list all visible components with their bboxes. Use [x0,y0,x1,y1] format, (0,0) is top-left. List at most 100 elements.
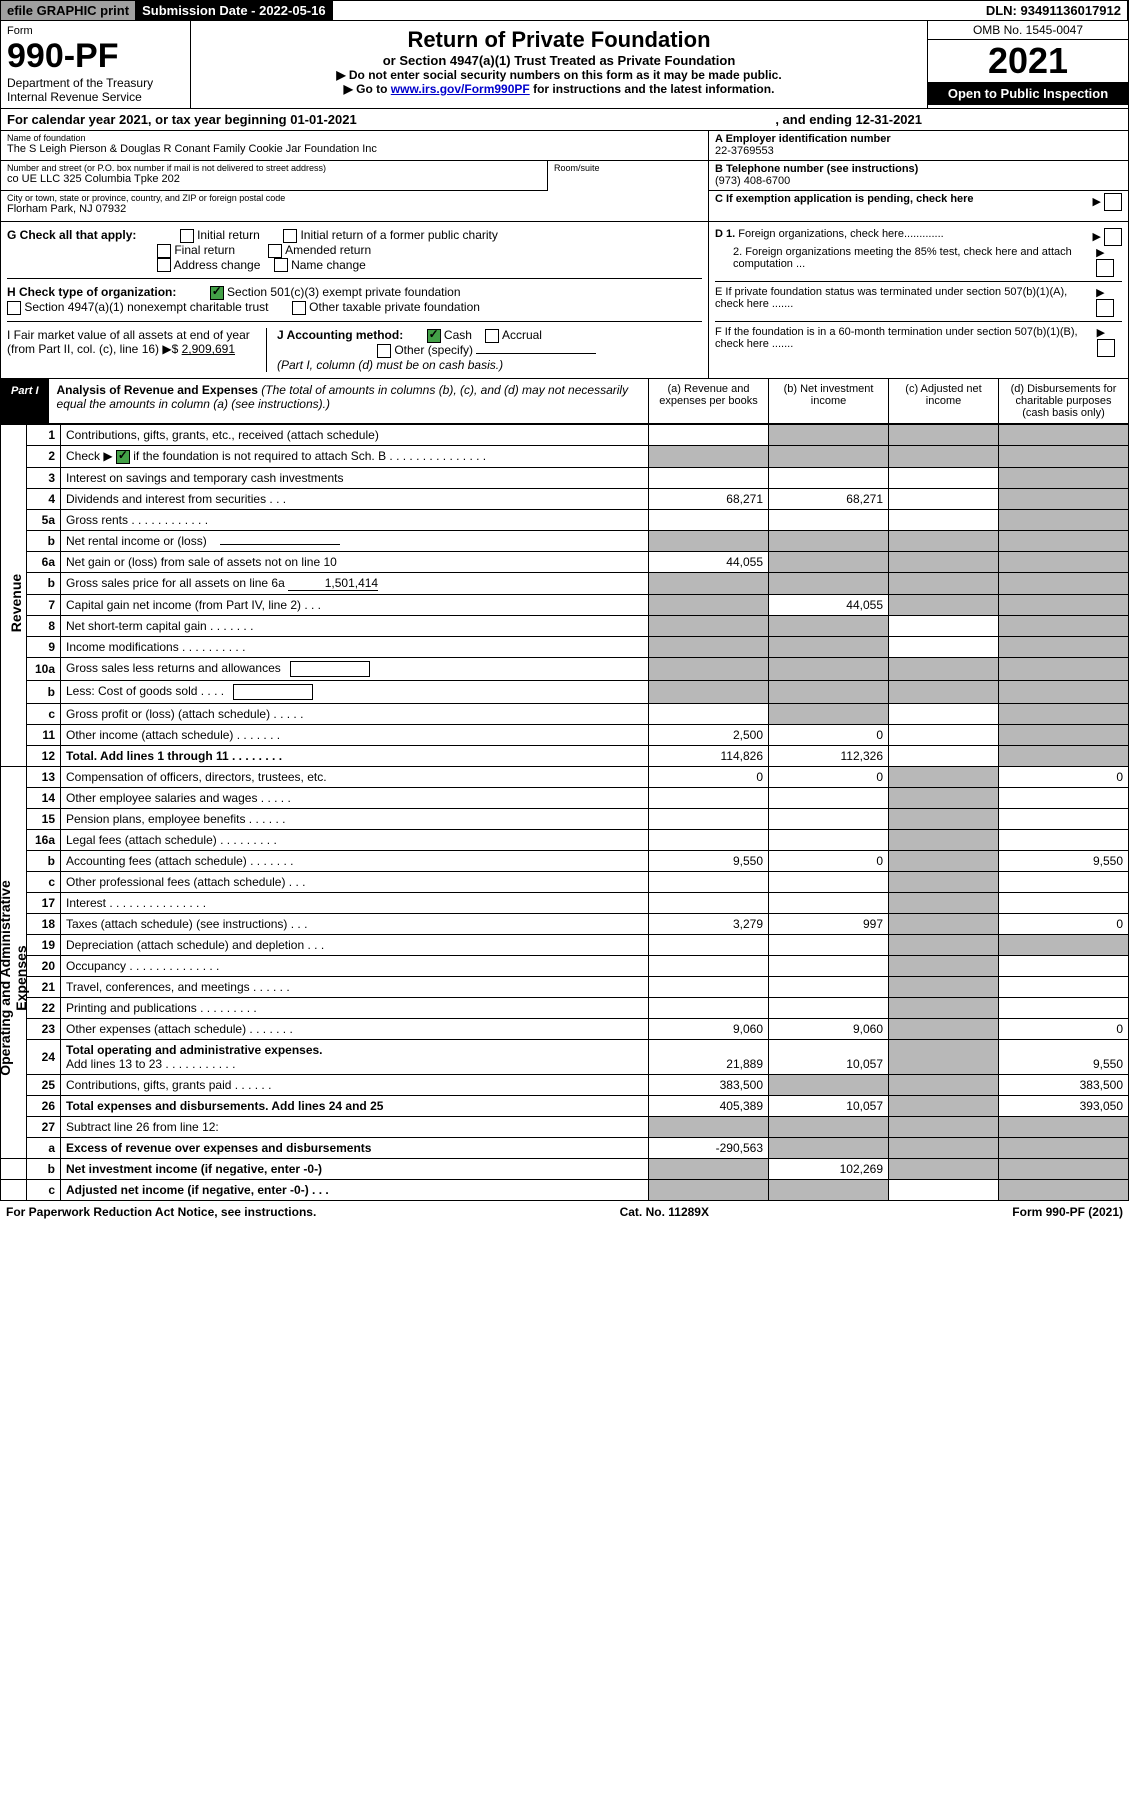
j-cb-cash[interactable] [427,329,441,343]
efile-print-btn[interactable]: efile GRAPHIC print [1,1,136,20]
form-label: Form [7,25,184,37]
r23b-v: 9,060 [769,1018,889,1039]
j-cb-other[interactable] [377,344,391,358]
r7b-v: 44,055 [769,594,889,615]
h-opt-1: Section 4947(a)(1) nonexempt charitable … [24,300,268,314]
e-row: E If private foundation status was termi… [715,286,1122,322]
r10c: Gross profit or (loss) (attach schedule)… [61,703,649,724]
table-row: 3Interest on savings and temporary cash … [1,467,1129,488]
r11b-v: 0 [769,724,889,745]
r1-desc: Contributions, gifts, grants, etc., rece… [61,424,649,445]
j-accrual: Accrual [502,328,542,342]
r15: Pension plans, employee benefits . . . .… [61,808,649,829]
g-cb-amended[interactable] [268,244,282,258]
r2-cb[interactable] [116,450,130,464]
table-row: 23Other expenses (attach schedule) . . .… [1,1018,1129,1039]
table-row: 16aLegal fees (attach schedule) . . . . … [1,829,1129,850]
r18b-v: 997 [769,913,889,934]
form-number: 990-PF [7,37,184,76]
h-lbl: H Check type of organization: [7,285,176,299]
table-row: 10aGross sales less returns and allowanc… [1,657,1129,680]
d2-cb[interactable] [1096,259,1114,277]
r13d-v: 0 [999,766,1129,787]
ein-lbl: A Employer identification number [715,133,1122,145]
r16bb-v: 0 [769,850,889,871]
part1-header: Part I Analysis of Revenue and Expenses … [0,379,1129,424]
r6a: Net gain or (loss) from sale of assets n… [61,551,649,572]
r9: Income modifications . . . . . . . . . . [61,636,649,657]
footer-mid: Cat. No. 11289X [620,1205,709,1219]
dln-field: DLN: 93491136017912 [333,1,1128,20]
r24d-v: 9,550 [999,1039,1129,1074]
r25: Contributions, gifts, grants paid . . . … [61,1074,649,1095]
table-row: 8Net short-term capital gain . . . . . .… [1,615,1129,636]
h-cb-501c3[interactable] [210,286,224,300]
r26d-v: 393,050 [999,1095,1129,1116]
revenue-side-lbl: Revenue [8,558,24,648]
r24: Total operating and administrative expen… [66,1043,323,1057]
r3: Interest on savings and temporary cash i… [61,467,649,488]
irs-link[interactable]: www.irs.gov/Form990PF [391,82,530,96]
tel-lbl: B Telephone number (see instructions) [715,163,1122,175]
e-cb[interactable] [1096,299,1114,317]
table-row: 12Total. Add lines 1 through 11 . . . . … [1,745,1129,766]
r4b-v: 68,271 [769,488,889,509]
irs-label: Internal Revenue Service [7,90,184,104]
f-cb[interactable] [1097,339,1115,357]
r27bb-v: 102,269 [769,1158,889,1179]
name-lbl: Name of foundation [7,133,702,143]
table-row: 14Other employee salaries and wages . . … [1,787,1129,808]
addr-lbl: Number and street (or P.O. box number if… [7,163,541,173]
table-row: 11Other income (attach schedule) . . . .… [1,724,1129,745]
footer-left: For Paperwork Reduction Act Notice, see … [6,1205,316,1219]
r25a-v: 383,500 [649,1074,769,1095]
g-cb-initial[interactable] [180,229,194,243]
note2-pre: ▶ Go to [344,82,391,96]
d1-cb[interactable] [1104,228,1122,246]
table-row: 26Total expenses and disbursements. Add … [1,1095,1129,1116]
table-row: 19Depreciation (attach schedule) and dep… [1,934,1129,955]
address: co UE LLC 325 Columbia Tpke 202 [7,173,541,185]
r4a-v: 68,271 [649,488,769,509]
c-checkbox[interactable] [1104,193,1122,211]
h-opt-0: Section 501(c)(3) exempt private foundat… [227,285,460,299]
r5a: Gross rents . . . . . . . . . . . . [61,509,649,530]
g-cb-addr[interactable] [157,258,171,272]
table-row: 6aNet gain or (loss) from sale of assets… [1,551,1129,572]
footer-right: Form 990-PF (2021) [1012,1205,1123,1219]
r16a: Legal fees (attach schedule) . . . . . .… [61,829,649,850]
table-row: 25Contributions, gifts, grants paid . . … [1,1074,1129,1095]
r14: Other employee salaries and wages . . . … [61,787,649,808]
r16bd-v: 9,550 [999,850,1129,871]
col-c-hdr: (c) Adjusted net income [888,379,998,423]
j-note: (Part I, column (d) must be on cash basi… [277,358,503,372]
h-cb-other[interactable] [292,301,306,315]
g-cb-name[interactable] [274,258,288,272]
form-title: Return of Private Foundation [197,27,921,53]
f-row: F If the foundation is in a 60-month ter… [715,326,1122,357]
city-lbl: City or town, state or province, country… [7,193,702,203]
col-a-hdr: (a) Revenue and expenses per books [648,379,768,423]
c-lbl: C If exemption application is pending, c… [715,193,974,205]
r18: Taxes (attach schedule) (see instruction… [61,913,649,934]
entity-section: Name of foundation The S Leigh Pierson &… [0,131,1129,222]
r23: Other expenses (attach schedule) . . . .… [61,1018,649,1039]
h-cb-4947[interactable] [7,301,21,315]
g-cb-final[interactable] [157,244,171,258]
form-header: Form 990-PF Department of the Treasury I… [0,21,1129,109]
g-opt-1: Initial return of a former public charit… [300,228,497,242]
part1-label: Part I [1,379,49,423]
g-cb-initial-former[interactable] [283,229,297,243]
table-row: cAdjusted net income (if negative, enter… [1,1179,1129,1200]
j-lbl: J Accounting method: [277,328,403,342]
submission-date: Submission Date - 2022-05-16 [136,1,333,20]
r6b-v: 1,501,414 [288,576,378,591]
j-cb-accrual[interactable] [485,329,499,343]
g-opt-2: Final return [174,243,235,257]
r24a-v: 21,889 [649,1039,769,1074]
table-row: 24Total operating and administrative exp… [1,1039,1129,1074]
r10b: Less: Cost of goods sold . . . . [66,684,224,698]
r8: Net short-term capital gain . . . . . . … [61,615,649,636]
i-j-row: I Fair market value of all assets at end… [7,328,702,372]
section-g-thru-j: G Check all that apply: Initial return I… [0,222,1129,379]
